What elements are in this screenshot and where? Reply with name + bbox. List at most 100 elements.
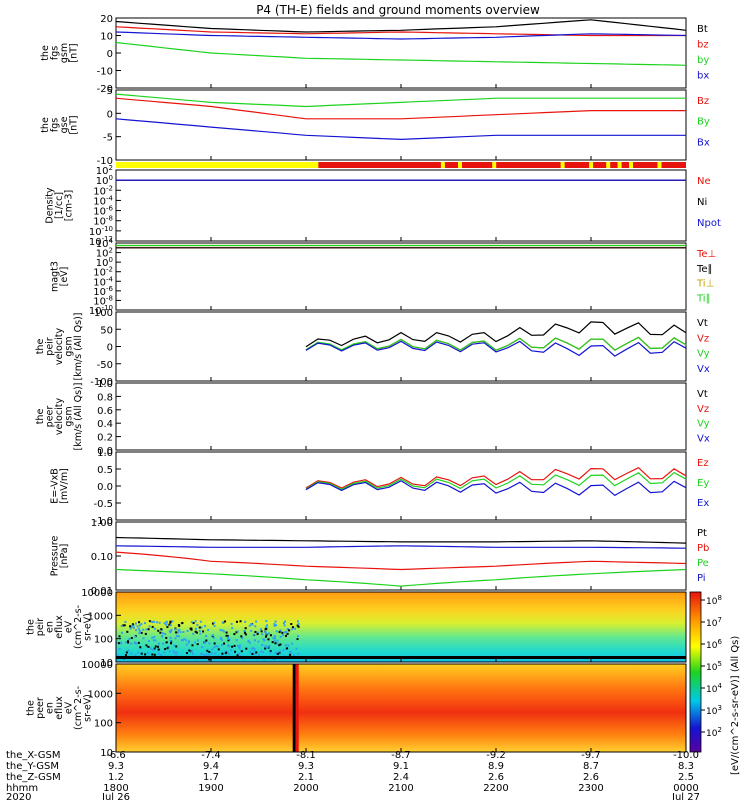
- mode-marker: [658, 162, 662, 168]
- heatmap-cell: [274, 642, 276, 644]
- heatmap-cell: [199, 633, 201, 635]
- legend-label: Vy: [697, 349, 710, 360]
- heatmap-cell: [220, 629, 222, 631]
- legend-label: Vy: [697, 419, 710, 430]
- heatmap-cell: [274, 625, 276, 627]
- heatmap-cell: [263, 640, 265, 642]
- heatmap-cell: [251, 653, 253, 655]
- heatmap-cell: [186, 644, 188, 646]
- ephemeris-table: the_X-GSMthe_Y-GSMthe_Z-GSMhhmm2020: [6, 750, 61, 800]
- heatmap-cell: [296, 648, 298, 650]
- series-line-green: [116, 43, 686, 66]
- heatmap-cell: [290, 652, 292, 654]
- heatmap-cell: [227, 638, 229, 640]
- colorbar-gradient: [690, 592, 701, 752]
- heatmap-cell: [183, 638, 185, 640]
- heatmap-cell: [253, 648, 255, 650]
- ytick-label: 20: [100, 14, 113, 25]
- panel-peir_eflux: 10000100010010thepeirenefluxeV(cm^2-s-sr…: [26, 588, 687, 669]
- ytick-label: 100: [94, 308, 113, 319]
- series-line-red: [116, 552, 686, 569]
- heatmap-cell: [285, 631, 287, 633]
- heatmap-cell: [173, 644, 175, 646]
- heatmap-cell: [236, 639, 238, 641]
- heatmap-cell: [291, 643, 293, 645]
- ytick-label: 10: [100, 32, 113, 43]
- ephemeris-row-label: 2020: [6, 792, 31, 800]
- legend-label: Te⊥: [696, 249, 716, 260]
- heatmap-cell: [204, 642, 206, 644]
- ytick-label: 5: [107, 86, 113, 97]
- heatmap-cell: [175, 645, 177, 647]
- heatmap-cell: [187, 630, 189, 632]
- heatmap-cell: [226, 632, 228, 634]
- heatmap-cell: [131, 637, 133, 639]
- ytick-label: 1.0: [97, 379, 113, 390]
- legend-label: bx: [697, 71, 709, 82]
- legend-label: Vx: [697, 433, 710, 444]
- heatmap-cell: [185, 639, 187, 641]
- colorbar-tick-label: 107: [706, 616, 722, 629]
- heatmap-cell: [287, 644, 289, 646]
- ephemeris-value: 2.1: [298, 772, 314, 783]
- heatmap-cell: [152, 649, 154, 651]
- colorbar: 108107106105104103102 [eV/(cm^2-s-sr-eV)…: [690, 592, 741, 775]
- ylabel-line: [mV/m]: [59, 468, 70, 504]
- panel-frame: [116, 243, 686, 310]
- heatmap-cell: [197, 639, 199, 641]
- heatmap-cell: [281, 632, 283, 634]
- heatmap-cell: [126, 651, 128, 653]
- heatmap-cell: [161, 636, 163, 638]
- heatmap-cell: [119, 648, 121, 650]
- heatmap-cell: [221, 639, 223, 641]
- panel-mode_bar: [116, 162, 686, 168]
- panel-frame: [116, 90, 686, 160]
- heatmap-cell: [130, 652, 132, 654]
- ytick-label: 50: [100, 325, 113, 336]
- heatmap-cell: [297, 638, 299, 640]
- heatmap-cell: [169, 622, 171, 624]
- heatmap-cell: [127, 641, 129, 643]
- panel-frame: [116, 383, 686, 450]
- heatmap-cell: [119, 635, 121, 637]
- heatmap-cell: [135, 629, 137, 631]
- ytick-label: 0: [107, 49, 113, 60]
- heatmap-cell: [239, 647, 241, 649]
- ytick-label: 0: [107, 109, 113, 120]
- heatmap-cell: [149, 625, 151, 627]
- heatmap-cell: [176, 635, 178, 637]
- plot-title: P4 (TH-E) fields and ground moments over…: [256, 3, 540, 17]
- heatmap-cell: [166, 626, 168, 628]
- heatmap-cell: [221, 653, 223, 655]
- series-line-black: [116, 20, 686, 32]
- heatmap-cell: [130, 643, 132, 645]
- legend-label: Pt: [697, 528, 707, 539]
- legend-label: Te∥: [696, 264, 713, 275]
- ylabel-line: [cm-3]: [64, 190, 75, 221]
- heatmap-cell: [200, 621, 202, 623]
- ytick-label: 0.8: [97, 392, 113, 403]
- heatmap-cell: [241, 650, 243, 652]
- ylabel-line: [nPa]: [59, 544, 70, 569]
- heatmap-cell: [169, 630, 171, 632]
- heatmap-cell: [160, 628, 162, 630]
- ytick-label: 0: [107, 343, 113, 354]
- heatmap-cell: [245, 648, 247, 650]
- heatmap-cell: [254, 625, 256, 627]
- heatmap-cell: [192, 653, 194, 655]
- heatmap-cell: [116, 642, 118, 644]
- heatmap-cell: [135, 623, 137, 625]
- heatmap-cell: [174, 628, 176, 630]
- heatmap-cell: [125, 641, 127, 643]
- heatmap-cell: [207, 629, 209, 631]
- heatmap-cell: [267, 638, 269, 640]
- ephemeris-value: 9.1: [393, 761, 409, 772]
- ylabel-line: [km/s (All Qs)]: [73, 313, 84, 381]
- heatmap-cell: [243, 630, 245, 632]
- heatmap-cell: [201, 646, 203, 648]
- legend-label: Bt: [697, 24, 708, 35]
- legend-label: Ti⊥: [696, 279, 714, 290]
- heatmap-cell: [272, 641, 274, 643]
- ephemeris-value: 8.9: [488, 761, 504, 772]
- heatmap-cell: [231, 627, 233, 629]
